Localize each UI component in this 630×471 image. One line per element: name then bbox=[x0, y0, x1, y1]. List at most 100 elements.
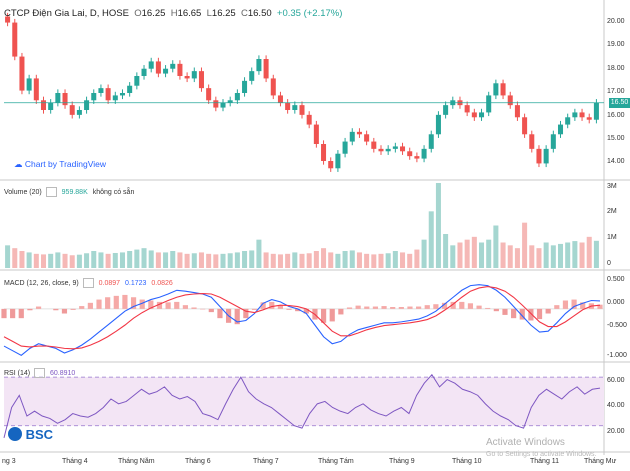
candle-body bbox=[242, 80, 248, 93]
volume-bar bbox=[112, 252, 118, 268]
candle-body bbox=[435, 114, 441, 135]
volume-bar bbox=[593, 240, 599, 268]
candle-body bbox=[493, 83, 499, 96]
rsi-settings-icon[interactable] bbox=[34, 368, 46, 378]
volume-bar bbox=[550, 245, 556, 268]
candle-body bbox=[572, 112, 578, 118]
candle-body bbox=[105, 88, 111, 101]
macd-histogram-bar bbox=[251, 308, 258, 310]
time-tick: Tháng 11 bbox=[530, 458, 560, 465]
close-value: 16.50 bbox=[247, 8, 272, 19]
volume-bar bbox=[40, 254, 47, 268]
volume-bar bbox=[457, 242, 463, 268]
candle-body bbox=[479, 112, 485, 118]
candle-body bbox=[471, 112, 477, 118]
price-tick: 18.00 bbox=[607, 65, 625, 72]
time-tick: Tháng Tám bbox=[318, 458, 354, 465]
bsc-logo: BSC bbox=[8, 427, 53, 442]
macd-histogram-bar bbox=[156, 301, 163, 309]
activate-windows-subtext: Go to Settings to activate Windows. bbox=[486, 451, 597, 458]
volume-bar bbox=[62, 253, 68, 268]
macd-tick: 0.000 bbox=[607, 299, 625, 306]
volume-bar bbox=[299, 253, 305, 268]
bsc-logo-text: BSC bbox=[25, 427, 54, 442]
macd-histogram-bar bbox=[398, 307, 404, 309]
candle-body bbox=[371, 141, 377, 149]
macd-histogram-bar bbox=[571, 299, 577, 309]
volume-bar bbox=[26, 252, 32, 268]
volume-bar bbox=[543, 242, 549, 268]
macd-histogram-bar bbox=[148, 300, 154, 309]
candle-body bbox=[557, 124, 564, 135]
close-label: C bbox=[240, 8, 248, 19]
candle-body bbox=[112, 95, 118, 101]
volume-bar bbox=[507, 245, 513, 268]
open-value: 16.25 bbox=[141, 8, 166, 19]
macd-histogram-bar bbox=[372, 306, 379, 309]
macd-histogram-bar bbox=[467, 303, 474, 309]
price-tick: 19.00 bbox=[607, 41, 625, 48]
macd-line bbox=[3, 284, 601, 357]
macd-histogram-bar bbox=[390, 307, 396, 309]
macd-value: 0.1723 bbox=[124, 279, 147, 287]
macd-histogram-bar bbox=[35, 306, 42, 309]
candle-body bbox=[285, 102, 291, 110]
candle-body bbox=[385, 148, 391, 152]
macd-histogram-bar bbox=[580, 302, 586, 309]
candle-body bbox=[443, 105, 449, 115]
volume-bar bbox=[321, 248, 327, 268]
candle-body bbox=[522, 117, 528, 135]
candle-body bbox=[378, 148, 384, 152]
candle-body bbox=[5, 16, 11, 23]
candle-body bbox=[593, 102, 599, 120]
volume-bar bbox=[421, 239, 427, 268]
macd-histogram-bar bbox=[416, 306, 422, 309]
volume-bar bbox=[479, 242, 485, 268]
candle-body bbox=[543, 148, 549, 164]
time-tick: Tháng Năm bbox=[118, 458, 155, 465]
volume-bar bbox=[328, 252, 334, 268]
tradingview-link[interactable]: ☁ Chart by TradingView bbox=[14, 159, 106, 170]
macd-histogram-bar bbox=[321, 308, 327, 323]
macd-histogram-bar bbox=[528, 308, 534, 321]
volume-settings-icon[interactable] bbox=[45, 187, 57, 197]
rsi-label: RSI (14) bbox=[4, 369, 31, 377]
volume-bar bbox=[493, 225, 499, 268]
rsi-value: 60.8910 bbox=[49, 369, 76, 377]
chart-header: CTCP Điện Gia Lai, D, HOSE O16.25 H16.65… bbox=[4, 8, 342, 19]
candle-body bbox=[507, 95, 513, 106]
candle-body bbox=[19, 56, 25, 91]
volume-bar bbox=[349, 250, 355, 268]
candle-body bbox=[364, 134, 370, 142]
macd-settings-icon[interactable] bbox=[82, 278, 94, 288]
volume-bar bbox=[400, 252, 406, 268]
volume-bar bbox=[98, 252, 104, 268]
macd-label: MACD (12, 26, close, 9) bbox=[4, 279, 79, 287]
volume-bar bbox=[450, 245, 456, 268]
time-tick: Tháng 7 bbox=[253, 458, 279, 465]
volume-bar bbox=[242, 251, 248, 268]
time-tick: Tháng 4 bbox=[62, 458, 88, 465]
macd-histogram-bar bbox=[364, 306, 370, 309]
candle-body bbox=[234, 93, 240, 101]
macd-histogram-bar bbox=[217, 308, 223, 319]
volume-bar bbox=[84, 253, 90, 268]
macd-histogram-bar bbox=[450, 301, 456, 309]
candle-body bbox=[256, 59, 262, 72]
candle-body bbox=[486, 95, 492, 113]
volume-bar bbox=[378, 253, 384, 268]
rsi-tick: 20.00 bbox=[607, 428, 625, 435]
macd-histogram-bar bbox=[269, 301, 275, 309]
bsc-logo-icon bbox=[8, 427, 22, 441]
macd-histogram-bar bbox=[355, 305, 361, 309]
volume-bar bbox=[33, 253, 39, 268]
macd-histogram-bar bbox=[562, 300, 569, 309]
macd-tick: -0.500 bbox=[607, 322, 627, 329]
volume-bar bbox=[134, 249, 140, 268]
candle-body bbox=[134, 76, 140, 86]
macd-histogram-bar bbox=[536, 308, 543, 320]
rsi-tick: 40.00 bbox=[607, 402, 625, 409]
macd-histogram-bar bbox=[286, 308, 292, 310]
time-tick: ng 3 bbox=[2, 458, 16, 465]
